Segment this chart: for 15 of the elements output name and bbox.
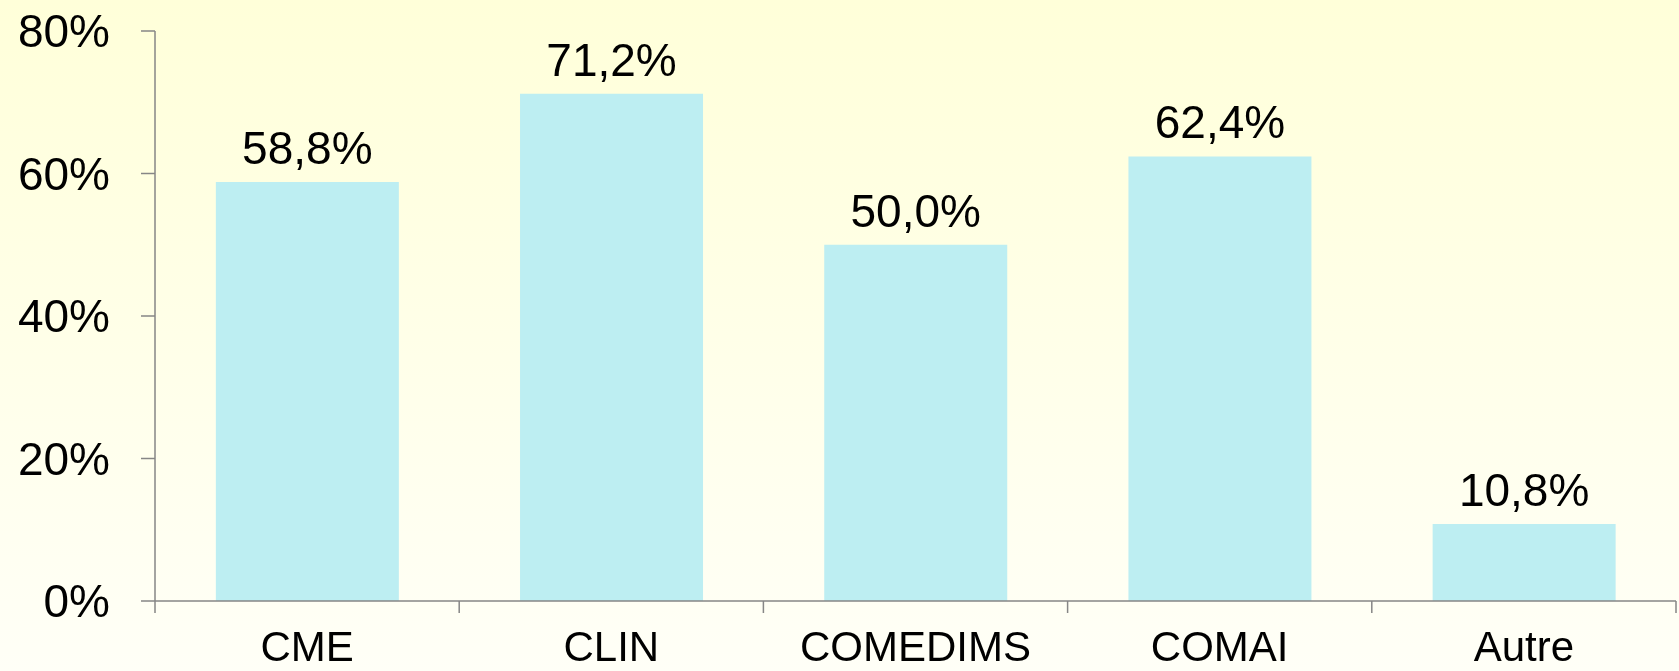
y-tick-label: 40% xyxy=(17,290,110,343)
y-tick-label: 60% xyxy=(17,147,110,200)
data-label: 58,8% xyxy=(242,122,373,175)
data-label: 62,4% xyxy=(1154,96,1286,149)
data-label: 71,2% xyxy=(546,33,677,86)
y-tick-label: 0% xyxy=(43,575,110,628)
x-tick-label: CME xyxy=(260,623,354,670)
data-label: 10,8% xyxy=(1458,464,1590,517)
y-tick-label: 80% xyxy=(17,5,110,58)
data-label: 50,0% xyxy=(850,184,981,237)
x-tick-label: CLIN xyxy=(563,623,660,670)
x-tick-label: COMAI xyxy=(1150,623,1289,670)
x-tick-label: COMEDIMS xyxy=(800,623,1031,670)
x-tick-label: Autre xyxy=(1473,623,1575,670)
y-tick-label: 20% xyxy=(17,432,110,485)
